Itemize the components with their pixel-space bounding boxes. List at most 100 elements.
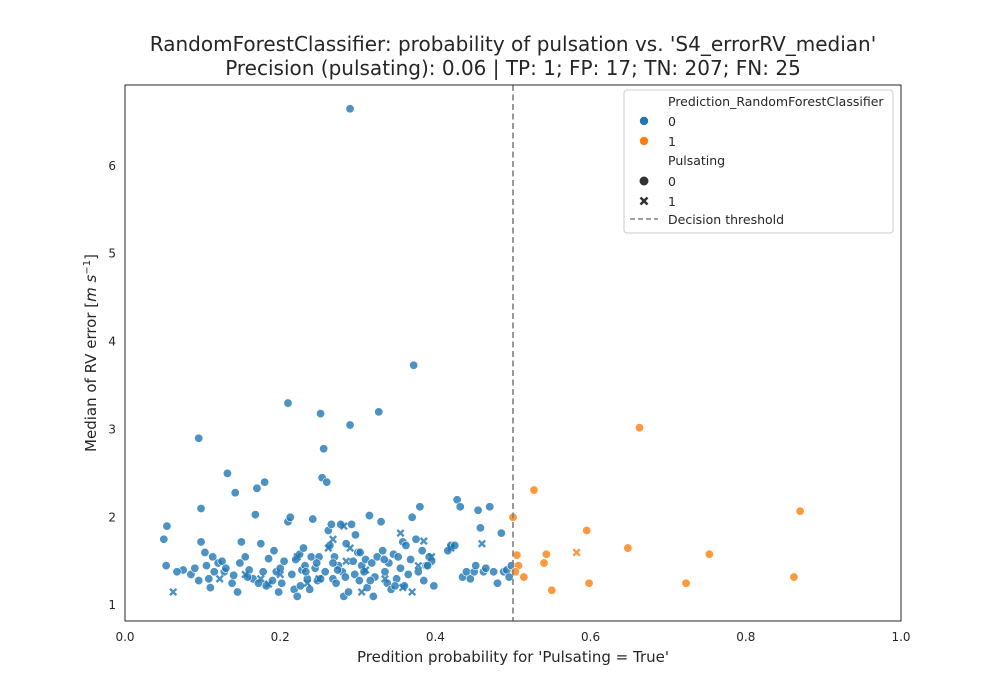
data-point <box>208 552 218 562</box>
data-point <box>409 360 419 370</box>
data-point <box>348 556 358 566</box>
data-point <box>584 578 594 588</box>
data-point-cross <box>293 552 302 561</box>
legend: Prediction_RandomForestClassifier 0 1 Pu… <box>623 89 894 234</box>
data-point <box>233 587 243 597</box>
legend-hue-title: Prediction_RandomForestClassifier <box>668 94 884 109</box>
data-point <box>345 104 355 114</box>
data-point <box>485 502 495 512</box>
data-point <box>328 558 338 568</box>
x-tick-label: 1.0 <box>891 630 910 644</box>
data-point <box>331 578 341 588</box>
data-point <box>350 530 360 540</box>
data-point <box>419 576 429 586</box>
data-point <box>417 546 427 556</box>
data-point <box>481 563 491 573</box>
data-point <box>539 558 549 568</box>
data-point-cross <box>345 544 355 553</box>
data-point-cross <box>342 557 351 566</box>
data-point-cross <box>256 574 265 583</box>
data-point-cross <box>477 539 487 548</box>
y-axis-label-main: Median of RV error [ <box>82 302 100 452</box>
data-point <box>374 407 384 417</box>
data-point-cross <box>328 535 338 544</box>
data-point <box>209 567 219 577</box>
y-axis-label-close: ] <box>82 254 100 260</box>
data-point <box>277 578 287 588</box>
x-axis-label: Predition probability for 'Pulsating = T… <box>357 648 669 666</box>
data-point-cross <box>572 548 581 557</box>
data-point <box>159 534 169 544</box>
data-point-cross <box>276 570 285 579</box>
marks-layer <box>159 104 805 601</box>
data-point <box>236 537 246 547</box>
data-point <box>423 561 433 571</box>
data-point <box>390 581 400 591</box>
data-point <box>230 488 240 498</box>
data-point <box>496 528 506 538</box>
data-point <box>395 563 405 573</box>
data-point <box>308 514 318 524</box>
data-point <box>343 587 353 597</box>
legend-label-pulsating0: 0 <box>668 174 676 189</box>
data-point <box>252 483 262 493</box>
data-point <box>379 554 389 564</box>
data-point <box>205 583 215 593</box>
data-point <box>704 549 714 559</box>
x-tick-label: 0.2 <box>271 630 290 644</box>
data-point <box>221 563 231 573</box>
data-point <box>380 567 390 577</box>
x-tick-label: 0.4 <box>426 630 445 644</box>
data-point-cross <box>357 587 366 597</box>
data-point <box>681 578 691 588</box>
data-point <box>333 565 343 575</box>
data-point <box>312 558 322 568</box>
data-point <box>196 537 206 547</box>
data-point <box>229 570 239 580</box>
data-point <box>504 572 514 582</box>
plot-area-frame <box>124 84 902 622</box>
data-point-cross <box>380 574 390 583</box>
data-point-cross <box>361 565 370 575</box>
data-point <box>393 552 403 562</box>
data-point <box>235 558 245 568</box>
data-point <box>465 574 475 584</box>
y-axis-label-unit: m s <box>82 274 100 301</box>
data-point-cross <box>398 583 407 592</box>
data-point <box>634 423 644 433</box>
data-point <box>471 561 481 571</box>
data-point <box>172 567 182 577</box>
data-point <box>285 512 295 522</box>
data-point <box>201 561 211 571</box>
legend-marker-pred1 <box>639 136 649 146</box>
data-point-cross <box>314 574 324 583</box>
data-point <box>473 505 483 515</box>
data-point <box>407 512 417 522</box>
legend-threshold-label: Decision threshold <box>668 212 784 227</box>
legend-label-pulsating1: 1 <box>668 194 676 209</box>
data-point <box>227 578 237 588</box>
data-point <box>415 502 425 512</box>
data-point <box>162 521 172 531</box>
data-point <box>240 552 250 562</box>
data-point-cross <box>264 580 273 589</box>
data-point <box>411 534 421 544</box>
legend-style-title: Pulsating <box>668 153 725 168</box>
x-tick-label: 0.0 <box>115 630 134 644</box>
data-point-cross <box>419 536 428 546</box>
data-point <box>260 477 270 487</box>
chart-title: RandomForestClassifier: probability of p… <box>150 32 876 56</box>
data-point <box>253 578 263 588</box>
data-point <box>322 477 332 487</box>
data-point <box>354 576 364 586</box>
data-point <box>190 563 200 573</box>
data-point <box>512 550 522 560</box>
data-point <box>264 554 274 564</box>
data-point <box>376 517 386 527</box>
data-point-cross <box>324 544 333 553</box>
data-point-cross <box>427 552 436 561</box>
x-tick-label: 0.8 <box>736 630 755 644</box>
data-point <box>292 591 302 601</box>
y-tick-label: 4 <box>108 335 116 349</box>
